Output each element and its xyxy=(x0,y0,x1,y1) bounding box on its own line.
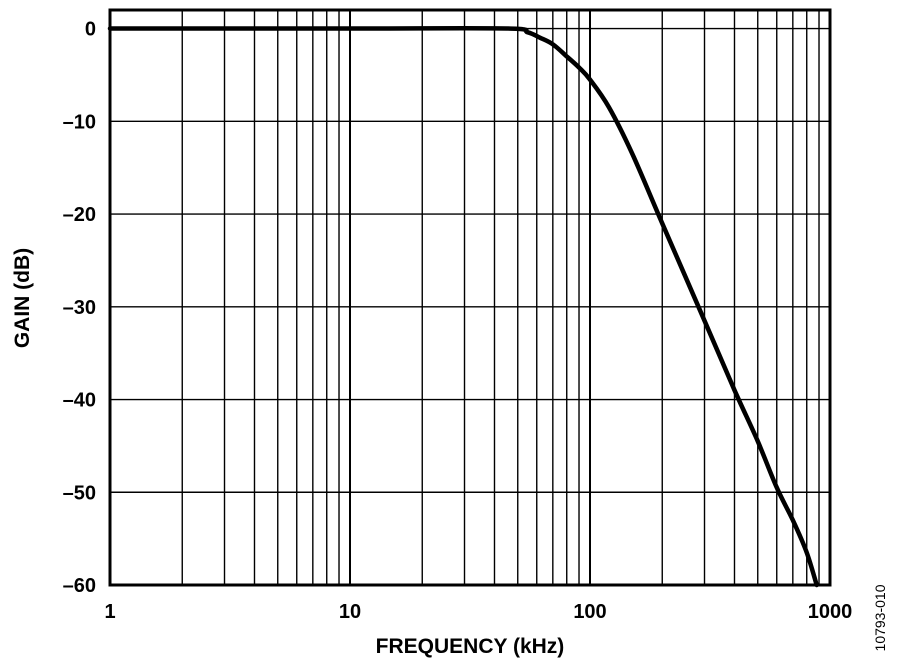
x-tick-labels: 1 10 100 1000 xyxy=(104,601,852,623)
y-tick-label: –60 xyxy=(63,575,96,597)
y-tick-label: –50 xyxy=(63,482,96,504)
y-axis-label: GAIN (dB) xyxy=(11,248,34,348)
figure-id: 10793-010 xyxy=(872,584,888,651)
y-tick-label: 0 xyxy=(85,19,96,41)
series-layer xyxy=(107,25,819,588)
y-tick-label: –30 xyxy=(63,297,96,319)
y-tick-label: –40 xyxy=(63,390,96,412)
y-tick-labels: 0 –10 –20 –30 –40 –50 –60 xyxy=(63,19,96,597)
grid xyxy=(110,10,830,585)
x-axis-label: FREQUENCY (kHz) xyxy=(376,635,565,658)
y-tick-label: –20 xyxy=(63,204,96,226)
x-tick-label: 1000 xyxy=(808,601,853,623)
x-tick-label: 100 xyxy=(573,601,606,623)
x-tick-label: 10 xyxy=(339,601,361,623)
y-tick-label: –10 xyxy=(63,111,96,133)
x-tick-label: 1 xyxy=(104,601,115,623)
series-line xyxy=(107,25,819,588)
plot-frame xyxy=(108,8,832,587)
